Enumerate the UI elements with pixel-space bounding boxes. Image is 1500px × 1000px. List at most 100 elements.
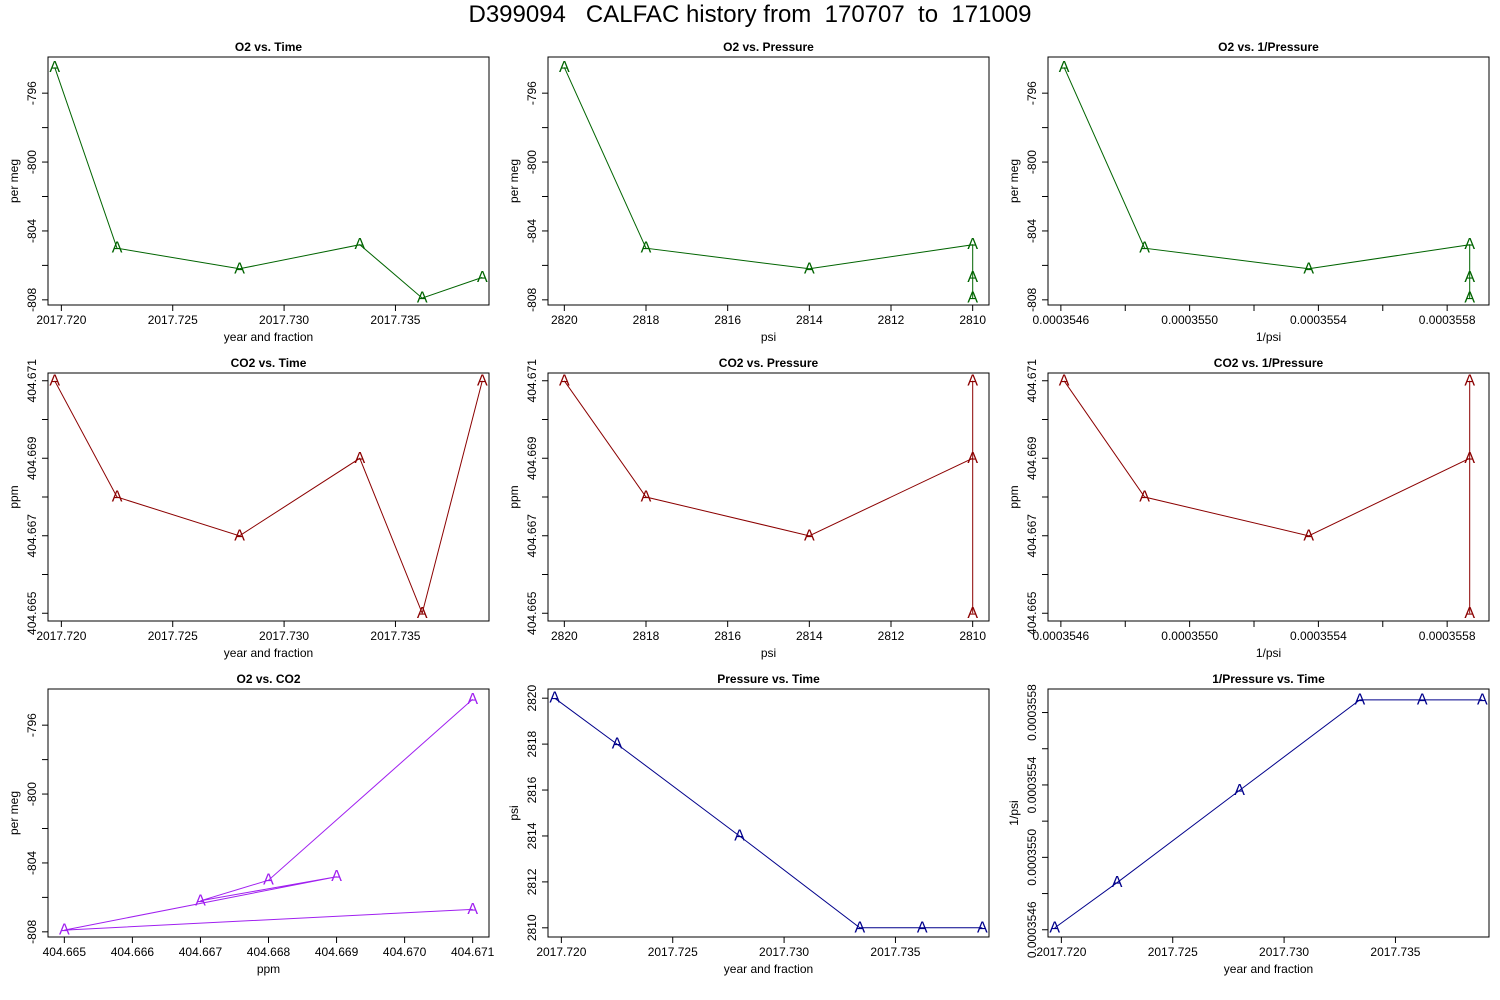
- x-axis-label: psi: [761, 330, 776, 344]
- y-axis-label: per meg: [7, 791, 21, 835]
- y-tick-label: 404.667: [25, 514, 39, 558]
- y-tick-label: 0.0003558: [1025, 684, 1039, 741]
- y-tick-label: -804: [1025, 219, 1039, 243]
- y-tick-label: 0.0003554: [1025, 756, 1039, 813]
- data-point: A: [1354, 691, 1365, 708]
- x-axis-label: year and fraction: [224, 330, 313, 344]
- series-line: [554, 697, 983, 929]
- x-tick-label: 2816: [714, 313, 741, 327]
- data-point: A: [559, 59, 570, 76]
- series-line: [1063, 67, 1471, 299]
- x-tick-label: 0.0003550: [1161, 313, 1218, 327]
- y-tick-label: 404.669: [525, 436, 539, 480]
- data-point: A: [1464, 450, 1475, 467]
- page-title: D399094 CALFAC history from 170707 to 17…: [468, 1, 1032, 28]
- y-tick-label: 404.667: [525, 514, 539, 558]
- series-line: [54, 380, 483, 615]
- data-point: A: [641, 240, 652, 257]
- x-tick-label: 2017.730: [759, 945, 809, 959]
- data-point: A: [417, 605, 428, 622]
- data-point: A: [1417, 691, 1428, 708]
- data-point: A: [477, 269, 488, 286]
- y-tick-label: -804: [525, 219, 539, 243]
- x-tick-label: 404.671: [451, 945, 495, 959]
- x-tick-label: 2820: [551, 629, 578, 643]
- x-tick-label: 2017.735: [870, 945, 920, 959]
- x-tick-label: 0.0003546: [1033, 313, 1090, 327]
- series-line: [1054, 699, 1483, 929]
- x-axis-label: psi: [761, 646, 776, 660]
- x-tick-label: 404.665: [43, 945, 87, 959]
- data-point: A: [112, 240, 123, 257]
- data-point: A: [977, 919, 988, 936]
- data-point: A: [477, 372, 488, 389]
- data-point: A: [195, 892, 206, 909]
- x-tick-label: 2017.720: [536, 945, 586, 959]
- data-point: A: [49, 59, 60, 76]
- data-point: A: [612, 736, 623, 753]
- series-line: [1063, 380, 1471, 614]
- data-point: A: [1112, 874, 1123, 891]
- data-point: A: [967, 290, 978, 307]
- x-axis-label: 1/psi: [1256, 646, 1281, 660]
- y-tick-label: 2810: [525, 914, 539, 941]
- y-axis-label: psi: [507, 805, 521, 820]
- y-tick-label: 404.667: [1025, 514, 1039, 558]
- y-tick-label: -808: [25, 920, 39, 944]
- y-axis-label: 1/psi: [1007, 800, 1021, 825]
- series-line: [64, 698, 474, 931]
- data-point: A: [354, 450, 365, 467]
- data-point: A: [917, 919, 928, 936]
- plot-title: O2 vs. 1/Pressure: [1218, 40, 1319, 54]
- data-point: A: [1139, 489, 1150, 506]
- plot-title: Pressure vs. Time: [717, 672, 820, 686]
- data-point: A: [1139, 240, 1150, 257]
- y-tick-label: 404.669: [25, 436, 39, 480]
- data-point: A: [59, 922, 70, 939]
- series-line: [563, 380, 974, 614]
- y-tick-label: 404.671: [1025, 359, 1039, 403]
- x-tick-label: 0.0003558: [1419, 629, 1476, 643]
- data-point: A: [234, 260, 245, 277]
- data-point: A: [1303, 527, 1314, 544]
- x-tick-label: 404.670: [383, 945, 427, 959]
- y-tick-label: 404.665: [525, 591, 539, 635]
- plot-panel: O2 vs. 1/Pressure 0.0003546 0.0003550 0.000…: [1007, 40, 1490, 344]
- y-tick-label: 404.665: [25, 591, 39, 635]
- y-tick-label: -796: [25, 81, 39, 105]
- data-point: A: [263, 872, 274, 889]
- plot-frame: [547, 372, 990, 622]
- x-tick-label: 2818: [633, 629, 660, 643]
- data-point: A: [549, 690, 560, 707]
- y-axis-label: ppm: [507, 485, 521, 508]
- y-tick-label: -800: [25, 782, 39, 806]
- data-point: A: [331, 868, 342, 885]
- y-tick-label: -796: [1025, 81, 1039, 105]
- plot-panel: O2 vs. Pressure 2820 2818 2816 2814 2812 2810 -…: [507, 40, 990, 344]
- plot-panel: CO2 vs. Pressure 2820 2818 2816 2814 2812 2810…: [507, 356, 990, 660]
- series-line: [54, 67, 483, 299]
- x-tick-label: 2017.725: [1148, 945, 1198, 959]
- x-tick-label: 2810: [959, 629, 986, 643]
- y-tick-label: -796: [525, 81, 539, 105]
- x-tick-label: 404.666: [111, 945, 155, 959]
- x-tick-label: 2017.735: [370, 629, 420, 643]
- data-point: A: [1464, 372, 1475, 389]
- y-tick-label: 2820: [525, 685, 539, 712]
- y-axis-label: ppm: [1007, 485, 1021, 508]
- y-tick-label: 404.671: [25, 359, 39, 403]
- x-tick-label: 2017.735: [1370, 945, 1420, 959]
- x-tick-label: 2017.720: [1036, 945, 1086, 959]
- x-tick-label: 404.669: [315, 945, 359, 959]
- data-point: A: [967, 269, 978, 286]
- plot-frame: [547, 688, 990, 938]
- plot-panel: CO2 vs. 1/Pressure 0.0003546 0.0003550 0.00…: [1007, 356, 1490, 660]
- data-point: A: [734, 827, 745, 844]
- plot-panel: Pressure vs. Time 2017.720 2017.725 2017.73…: [507, 672, 990, 976]
- data-point: A: [641, 489, 652, 506]
- plot-title: CO2 vs. 1/Pressure: [1214, 356, 1324, 370]
- y-tick-label: -800: [1025, 150, 1039, 174]
- data-point: A: [1059, 59, 1070, 76]
- y-tick-label: 404.671: [525, 359, 539, 403]
